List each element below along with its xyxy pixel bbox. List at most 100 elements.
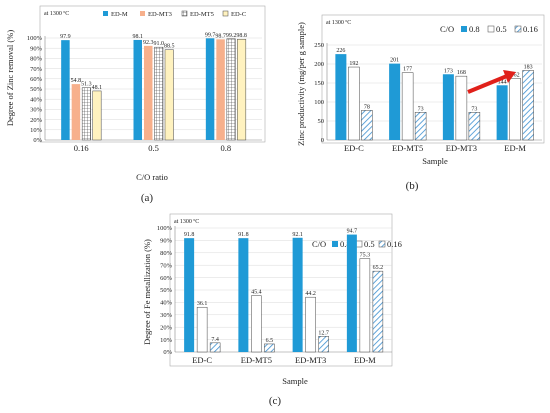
legend-swatch-b-0.8 xyxy=(461,26,467,32)
bar-a-ed-mt3-0.16 xyxy=(71,84,81,140)
y-tick-label: 10% xyxy=(160,337,173,344)
bar-b-0.16-ed-c xyxy=(361,110,373,141)
legend-swatch-c-0.5 xyxy=(355,240,363,248)
y-tick-label: 60% xyxy=(30,76,43,83)
x-tick-label: ED-MT3 xyxy=(295,355,326,365)
temperature-note-a: at 1300 ºC xyxy=(44,11,69,17)
legend-swatch-ed-c xyxy=(222,10,229,17)
data-label: 73 xyxy=(471,106,477,112)
bar-a-ed-c-0.8 xyxy=(237,38,247,141)
data-label: 98.8 xyxy=(236,33,247,39)
bar-b-0.16-ed-mt5 xyxy=(414,112,427,141)
legend-title-c: C/O xyxy=(312,239,326,249)
y-axis-label-a: Degree of Zinc removal (%) xyxy=(5,30,15,126)
y-axis-label-b: Zinc productivity (mg/per g sample) xyxy=(296,22,306,146)
x-tick-label: 0.16 xyxy=(74,143,89,153)
bar-a-ed-mt5-0.8 xyxy=(226,38,236,141)
data-label: 78 xyxy=(364,104,370,110)
x-axis-c: ED-C ED-MT5 ED-MT3 ED-M xyxy=(192,355,376,365)
data-label: 168 xyxy=(457,70,466,76)
data-label: 91.8 xyxy=(238,232,249,238)
bar-a-ed-m-0.5 xyxy=(133,39,142,140)
bar-c-0.8-ed-m xyxy=(346,234,357,352)
legend-label-c-0.16: 0.16 xyxy=(387,239,402,249)
x-tick-label: 0.8 xyxy=(221,143,232,153)
y-tick-label: 0% xyxy=(163,349,172,356)
legend-swatch-b-0.16 xyxy=(514,25,522,33)
legend-swatch-b-0.5 xyxy=(487,25,495,33)
legend-label-ed-m: ED-M xyxy=(111,11,128,18)
legend-label-b-0.16: 0.16 xyxy=(523,24,538,34)
bar-a-ed-mt5-0.16 xyxy=(81,87,91,141)
data-label: 98.7 xyxy=(215,33,226,39)
data-label: 177 xyxy=(403,67,412,73)
y-tick-label: 10% xyxy=(30,127,43,134)
x-tick-label: ED-MT5 xyxy=(392,143,423,153)
data-label: 45.4 xyxy=(251,290,262,296)
legend-label-ed-mt3: ED-MT3 xyxy=(148,11,172,18)
x-axis-label-b: Sample xyxy=(422,156,448,166)
bar-b-0.16-ed-mt3 xyxy=(468,112,481,141)
bar-c-0.8-ed-mt3 xyxy=(292,237,303,352)
bar-b-0.5-ed-mt5 xyxy=(401,72,414,141)
y-tick-label: 40% xyxy=(160,300,173,307)
bar-a-ed-mt3-0.5 xyxy=(144,45,153,140)
data-label: 51.3 xyxy=(81,82,92,88)
legend-label-c-0.5: 0.5 xyxy=(364,239,375,249)
legend-swatch-ed-mt5 xyxy=(181,10,188,17)
data-label: 88.5 xyxy=(164,44,175,50)
y-tick-label: 20% xyxy=(160,324,173,331)
y-tick-label: 40% xyxy=(30,96,43,103)
bar-b-0.5-ed-mt3 xyxy=(455,75,468,141)
x-tick-label: ED-MT3 xyxy=(446,143,477,153)
y-tick-label: 200 xyxy=(314,61,324,68)
temperature-note-c: at 1300 ºC xyxy=(174,219,199,225)
bar-c-0.8-ed-mt5 xyxy=(238,238,249,352)
bar-b-0.8-ed-c xyxy=(335,54,347,141)
data-label: 91.0 xyxy=(154,41,165,47)
x-axis-label-a: C/O ratio xyxy=(136,172,168,182)
y-axis-label-c: Degree of Fe metallization (%) xyxy=(142,239,152,345)
data-label: 99.7 xyxy=(205,32,216,38)
bars-c: 91.8 36.1 7.4 91.8 45.4 6.5 92.1 44.2 12.7 94.7 75… xyxy=(184,229,384,353)
legend-swatch-c-0.8 xyxy=(332,241,338,247)
y-tick-label: 0 xyxy=(321,137,324,144)
data-label: 48.1 xyxy=(92,85,103,91)
data-label: 6.5 xyxy=(266,338,274,344)
y-tick-label: 70% xyxy=(30,66,43,73)
bar-c-0.16-ed-c xyxy=(209,342,221,353)
bar-a-ed-c-0.5 xyxy=(164,49,174,141)
y-tick-label: 50% xyxy=(30,86,43,93)
data-label: 173 xyxy=(444,68,453,74)
bar-b-0.5-ed-m xyxy=(509,78,521,141)
x-axis-b: ED-C ED-MT5 ED-MT3 ED-M xyxy=(344,143,526,153)
bar-c-0.8-ed-c xyxy=(184,238,195,352)
y-tick-label: 50% xyxy=(160,287,173,294)
legend-b: C/O 0.8 0.5 0.16 xyxy=(440,24,538,34)
y-axis-a: 0% 10% 20% 30% 40% 50% 60% 70% 80% 90% 100% xyxy=(27,35,262,144)
panel-label-c: (c) xyxy=(269,395,282,407)
bar-b-0.16-ed-m xyxy=(522,70,534,141)
y-tick-label: 90% xyxy=(30,45,43,52)
chart-panel-c: at 1300 ºC C/O 0.8 0.5 0.16 0% 10% 20% 30% 4… xyxy=(142,213,402,407)
temperature-note-b: at 1300 ºC xyxy=(326,20,351,26)
x-tick-label: ED-MT5 xyxy=(241,355,272,365)
data-label: 91.8 xyxy=(184,232,195,238)
data-label: 12.7 xyxy=(318,330,329,336)
bar-c-0.5-ed-mt5 xyxy=(251,295,262,353)
trend-arrow xyxy=(467,74,508,94)
bars-a: 97.9 54.851.348.1 98.192.3 91.0 88.5 99.7 98.7… xyxy=(60,32,247,141)
bar-c-0.16-ed-mt3 xyxy=(318,336,329,353)
y-tick-label: 250 xyxy=(314,42,324,49)
legend-label-b-0.5: 0.5 xyxy=(496,24,507,34)
bars-b: 226 192 78 201 177 73 173 168 73 144 162 183 xyxy=(335,48,534,141)
data-label: 192 xyxy=(349,61,358,67)
legend-label-c-0.8: 0.8 xyxy=(340,239,351,249)
x-axis-label-c: Sample xyxy=(282,376,308,386)
data-label: 36.1 xyxy=(197,301,208,307)
y-tick-label: 50 xyxy=(318,118,325,125)
data-label: 7.4 xyxy=(211,337,219,343)
y-tick-label: 90% xyxy=(160,238,173,245)
legend-label-ed-c: ED-C xyxy=(231,11,246,18)
